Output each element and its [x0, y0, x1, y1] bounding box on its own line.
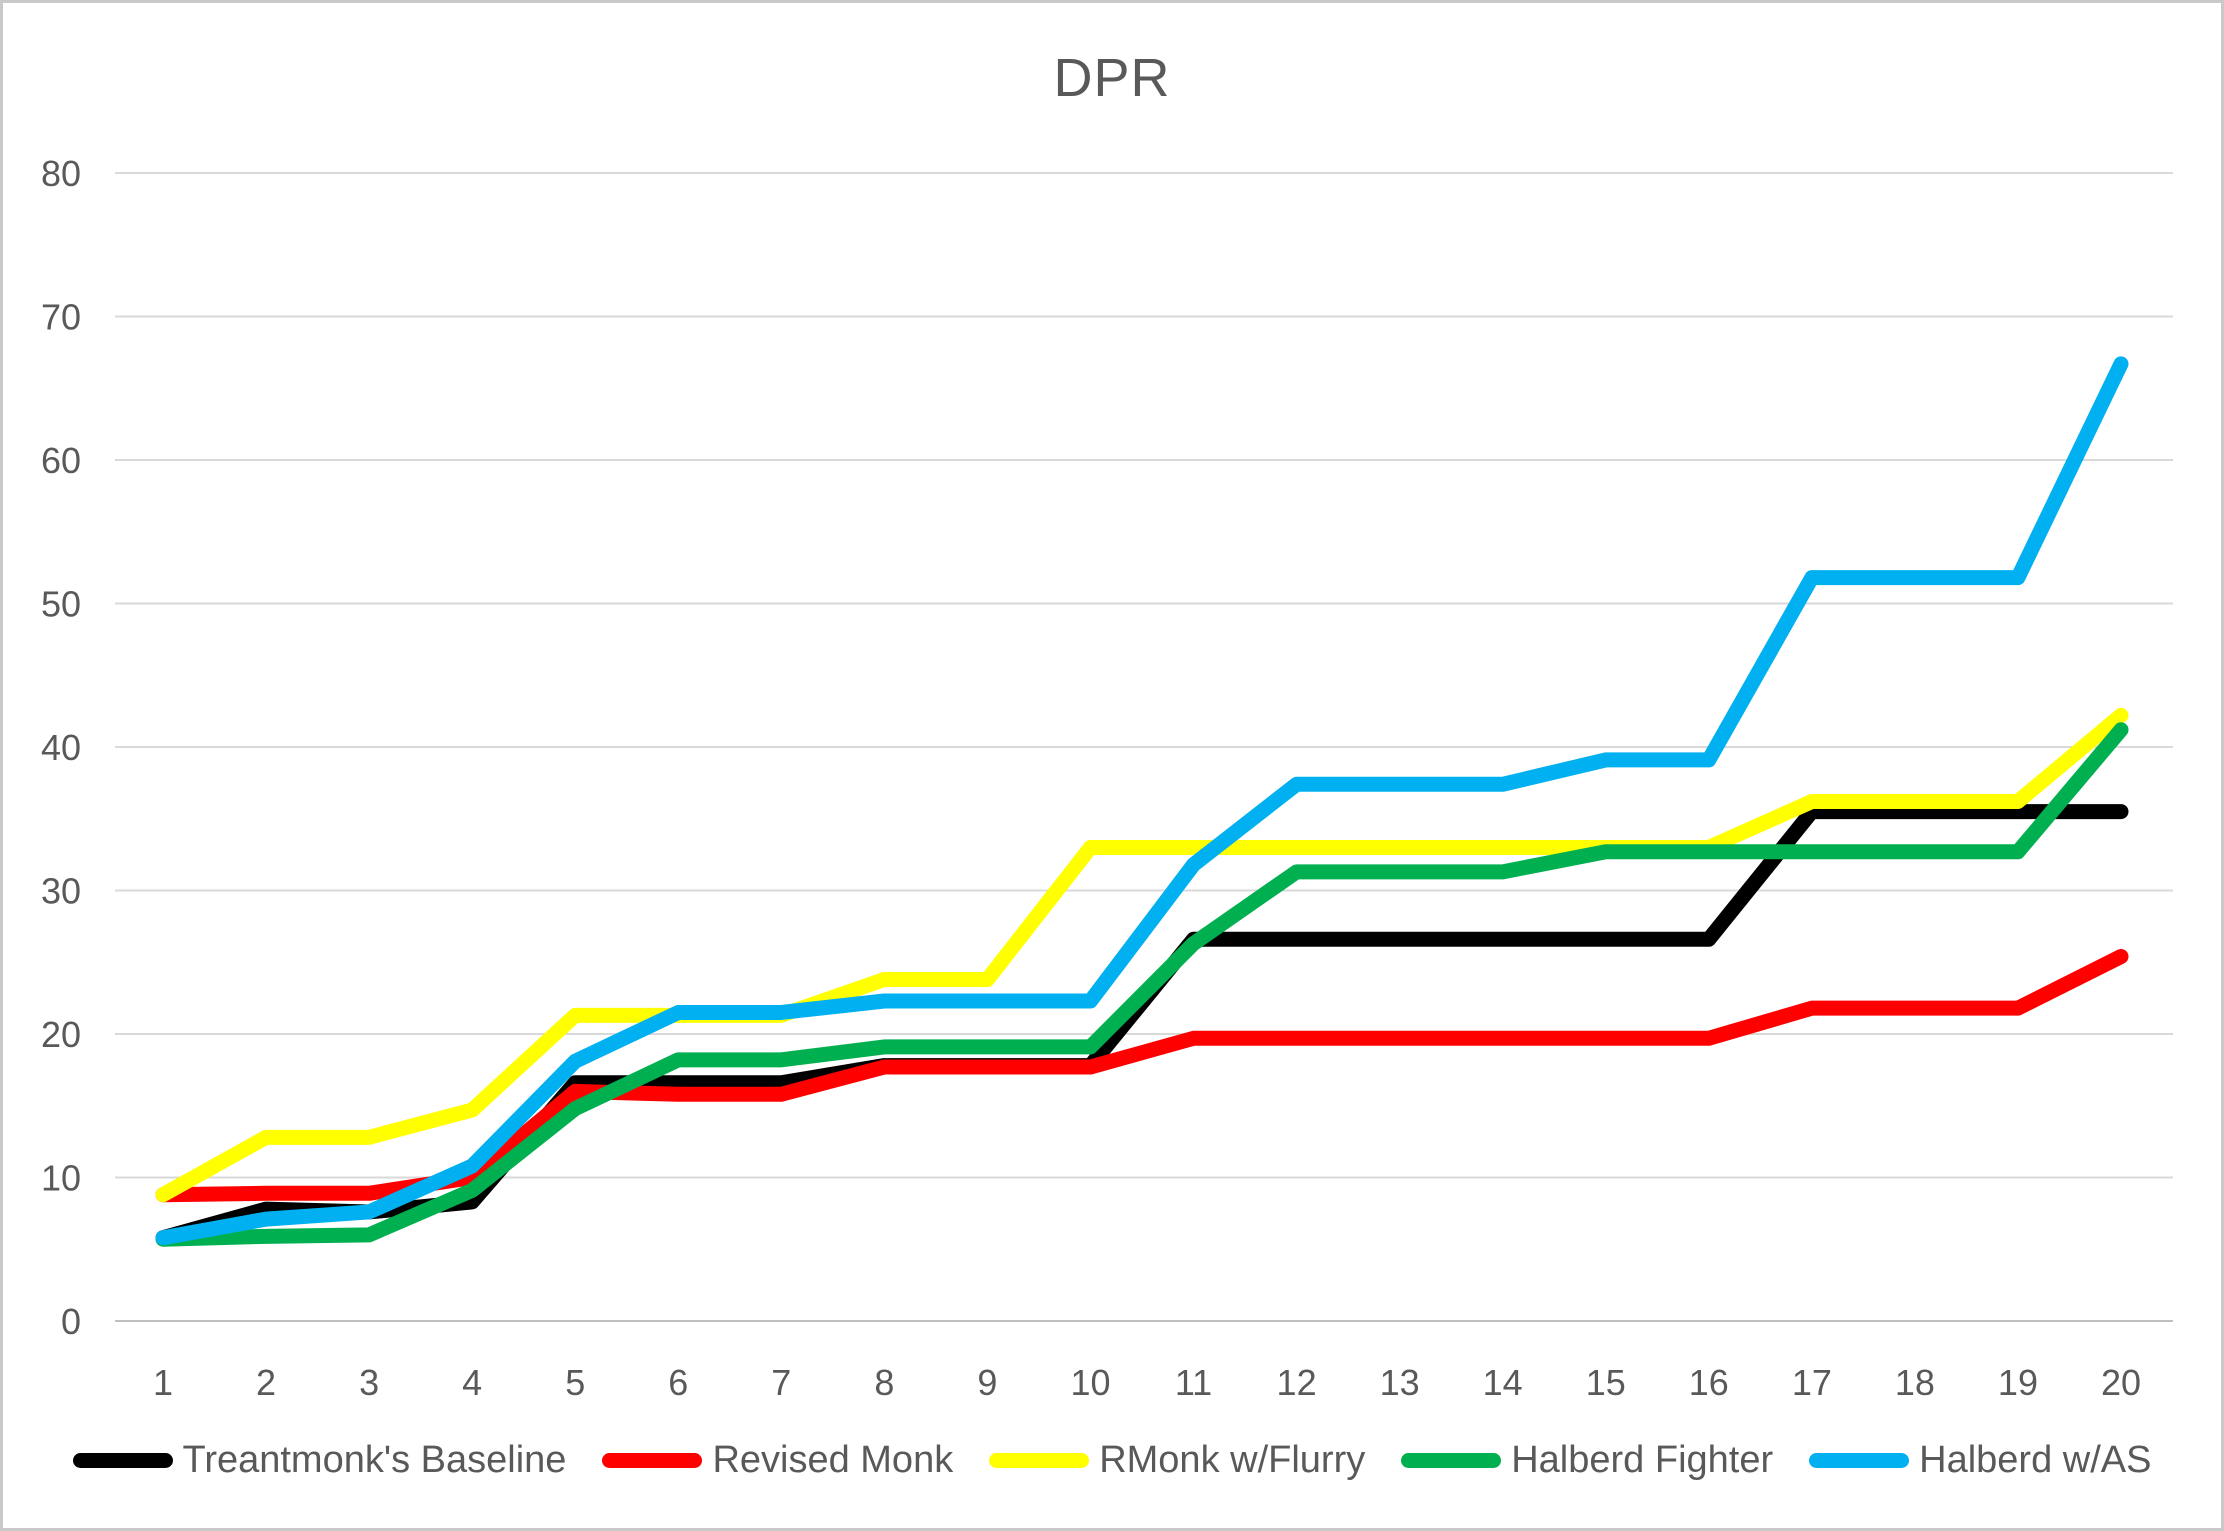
legend-item: Halberd Fighter — [1401, 1439, 1773, 1482]
x-axis-label: 14 — [1483, 1362, 1523, 1403]
x-axis-label: 6 — [668, 1362, 688, 1403]
series-line-revised-monk — [155, 949, 2129, 1203]
legend-item: Revised Monk — [602, 1439, 953, 1482]
legend-label: Halberd Fighter — [1511, 1439, 1774, 1481]
x-axis-label: 15 — [1586, 1362, 1626, 1403]
legend-swatch — [1401, 1453, 1502, 1468]
legend-label: Halberd w/AS — [1919, 1439, 2152, 1481]
series-line-halberd-w-as — [155, 356, 2129, 1246]
y-axis-label: 70 — [41, 297, 81, 338]
legend-swatch — [1809, 1453, 1910, 1468]
x-axis-label: 4 — [462, 1362, 482, 1403]
x-axis-label: 20 — [2101, 1362, 2141, 1403]
y-axis-label: 10 — [41, 1158, 81, 1199]
y-axis-label: 0 — [61, 1301, 81, 1342]
y-axis-label: 40 — [41, 727, 81, 768]
legend-swatch — [989, 1453, 1090, 1468]
y-axis-label: 20 — [41, 1014, 81, 1055]
y-axis-labels: 0 10 20 30 40 50 60 70 80 — [41, 153, 81, 1342]
x-axis-label: 12 — [1277, 1362, 1317, 1403]
legend-swatch — [602, 1453, 703, 1468]
y-axis-label: 30 — [41, 871, 81, 912]
x-axis-label: 9 — [977, 1362, 997, 1403]
x-axis-label: 8 — [874, 1362, 894, 1403]
x-axis-label: 3 — [359, 1362, 379, 1403]
legend-item: RMonk w/Flurry — [989, 1439, 1365, 1482]
gridlines — [115, 172, 2173, 1322]
x-axis-label: 1 — [153, 1362, 173, 1403]
legend-item: Treantmonk's Baseline — [72, 1439, 567, 1482]
legend-label: Revised Monk — [712, 1439, 954, 1481]
x-axis-label: 13 — [1380, 1362, 1420, 1403]
x-axis-label: 10 — [1070, 1362, 1110, 1403]
x-axis-label: 5 — [565, 1362, 585, 1403]
series-line-halberd-fighter — [155, 722, 2129, 1247]
y-axis-label: 60 — [41, 440, 81, 481]
legend-label: RMonk w/Flurry — [1099, 1439, 1366, 1481]
x-axis-label: 17 — [1792, 1362, 1832, 1403]
series-line-rmonk-w-flurry — [155, 707, 2129, 1203]
y-axis-label: 80 — [41, 153, 81, 194]
legend-item: Halberd w/AS — [1809, 1439, 2151, 1482]
x-axis-label: 11 — [1175, 1362, 1212, 1403]
x-axis-label: 18 — [1895, 1362, 1935, 1403]
x-axis-label: 16 — [1689, 1362, 1729, 1403]
y-axis-label: 50 — [41, 584, 81, 625]
chart-legend: Treantmonk's Baseline Revised Monk RMonk w… — [3, 1439, 2221, 1482]
legend-label: Treantmonk's Baseline — [182, 1439, 567, 1481]
x-axis-labels: 1 2 3 4 5 6 7 8 9 10 11 12 13 14 15 16 17 18 19 20 — [153, 1362, 2141, 1403]
x-axis-label: 2 — [256, 1362, 276, 1403]
x-axis-label: 19 — [1998, 1362, 2038, 1403]
legend-swatch — [72, 1453, 173, 1468]
chart-title: DPR — [1053, 48, 1171, 108]
x-axis-label: 7 — [771, 1362, 791, 1403]
